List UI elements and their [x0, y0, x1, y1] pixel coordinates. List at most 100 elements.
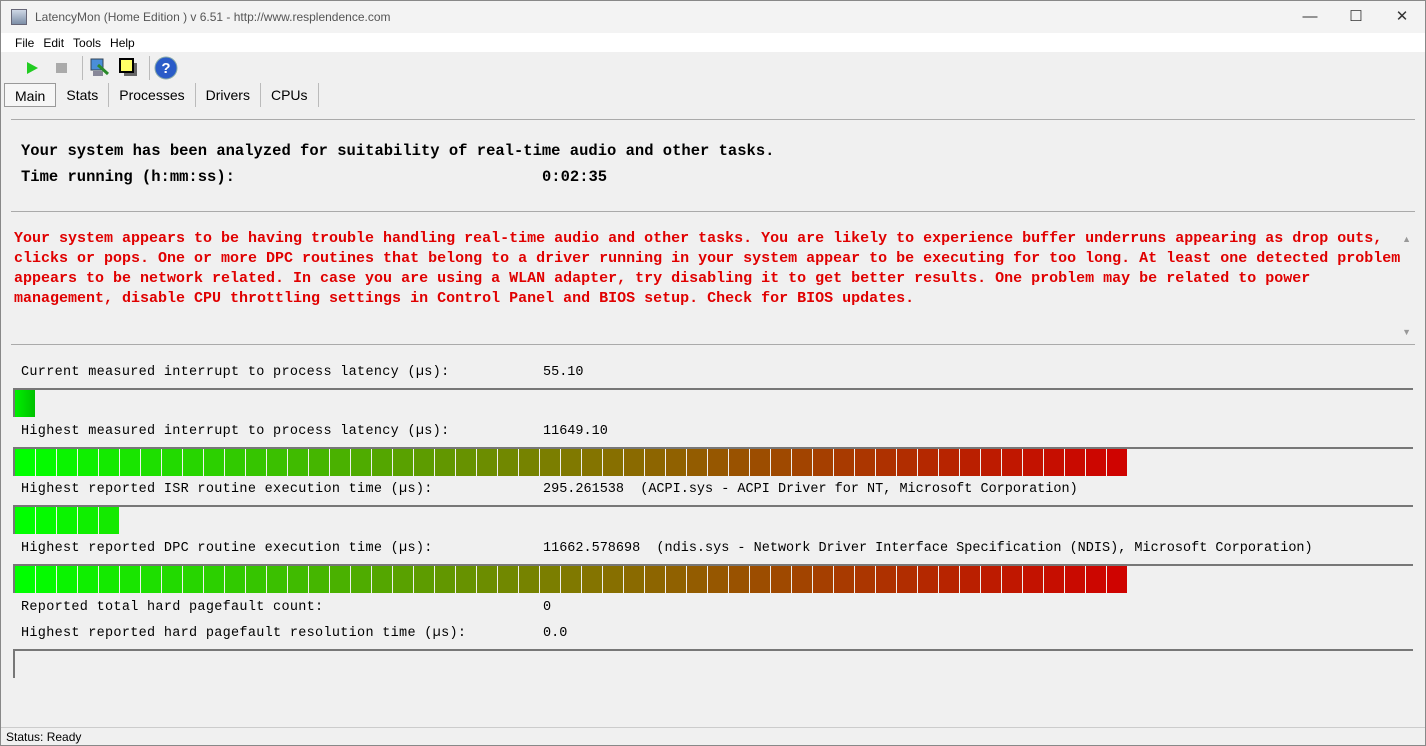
bar-segment [960, 449, 980, 476]
bar-segment [687, 449, 707, 476]
bar-segment [456, 566, 476, 593]
bar-segment [939, 566, 959, 593]
bar-segment [372, 566, 392, 593]
bar-segment [120, 449, 140, 476]
minimize-button[interactable]: — [1302, 8, 1318, 25]
stop-icon[interactable] [49, 55, 75, 81]
play-icon[interactable] [19, 55, 45, 81]
tab-main[interactable]: Main [4, 83, 57, 107]
tab-processes[interactable]: Processes [109, 83, 196, 107]
scroll-up-arrow[interactable]: ▲ [1402, 234, 1411, 244]
bar-segment [414, 449, 434, 476]
bar-segment [141, 566, 161, 593]
summary-text: Your system has been analyzed for suitab… [21, 142, 775, 160]
close-button[interactable]: ✕ [1395, 8, 1409, 25]
bar-segment [141, 449, 161, 476]
maximize-button[interactable]: ☐ [1349, 8, 1363, 25]
bar-segment [477, 566, 497, 593]
dpc-time-label: Highest reported DPC routine execution t… [21, 541, 433, 556]
menu-help[interactable]: Help [110, 35, 135, 50]
bar-segment [1086, 449, 1106, 476]
bar-segment [393, 566, 413, 593]
highest-latency-label: Highest measured interrupt to process la… [21, 424, 450, 439]
bar-segment [267, 566, 287, 593]
bar-segment [918, 566, 938, 593]
bar-segment [603, 449, 623, 476]
bar-segment [435, 566, 455, 593]
tab-stats[interactable]: Stats [56, 83, 110, 107]
bar-segment [918, 449, 938, 476]
bar-segment [876, 449, 896, 476]
bar-segment [57, 507, 77, 534]
dpc-time-bar [13, 564, 1413, 593]
bar-segment [57, 566, 77, 593]
bar-segment [15, 507, 35, 534]
bar-segment [36, 507, 56, 534]
toolbar-separator [82, 56, 83, 80]
bar-segment [750, 566, 770, 593]
bar-segment [1023, 566, 1043, 593]
tab-cpus[interactable]: CPUs [261, 83, 319, 107]
bar-segment [1065, 449, 1085, 476]
bar-segment [57, 449, 77, 476]
tab-drivers[interactable]: Drivers [196, 83, 261, 107]
bar-segment [897, 566, 917, 593]
menu-file[interactable]: File [15, 35, 35, 50]
menu-edit[interactable]: Edit [43, 35, 65, 50]
bar-segment [666, 566, 686, 593]
isr-time-bar [13, 505, 1413, 534]
message-panel: Your system appears to be having trouble… [11, 211, 1415, 341]
bar-segment [1002, 449, 1022, 476]
bar-segment [582, 566, 602, 593]
bar-segment [393, 449, 413, 476]
time-running-value: 0:02:35 [542, 168, 608, 186]
bar-segment [267, 449, 287, 476]
bar-segment [834, 566, 854, 593]
bar-segment [519, 449, 539, 476]
bar-segment [624, 449, 644, 476]
bar-segment [246, 449, 266, 476]
bar-segment [876, 566, 896, 593]
analyze-icon[interactable] [86, 55, 112, 81]
pagefault-count-label: Reported total hard pagefault count: [21, 600, 324, 615]
bar-segment [78, 449, 98, 476]
bar-segment [351, 566, 371, 593]
bar-segment [288, 566, 308, 593]
help-icon[interactable]: ? [153, 55, 179, 81]
status-bar: Status: Ready [1, 727, 1425, 745]
bar-segment [498, 566, 518, 593]
bar-segment [456, 449, 476, 476]
warning-message: Your system appears to be having trouble… [14, 230, 1401, 307]
pagefault-time-label: Highest reported hard pagefault resoluti… [21, 626, 467, 641]
window-title: LatencyMon (Home Edition ) v 6.51 - http… [35, 10, 391, 24]
bar-segment [288, 449, 308, 476]
bar-segment [183, 449, 203, 476]
current-latency-value: 55.10 [543, 365, 584, 380]
bar-segment [708, 449, 728, 476]
scroll-down-arrow[interactable]: ▼ [1402, 327, 1411, 337]
isr-time-label: Highest reported ISR routine execution t… [21, 482, 433, 497]
bar-segment [603, 566, 623, 593]
bar-segment [1107, 449, 1127, 476]
bar-segment [813, 449, 833, 476]
bar-segment [330, 449, 350, 476]
bar-segment [792, 566, 812, 593]
bar-segment [897, 449, 917, 476]
bar-segment [498, 449, 518, 476]
bar-segment [1107, 566, 1127, 593]
bar-segment [540, 566, 560, 593]
bar-segment [309, 566, 329, 593]
bar-segment [729, 566, 749, 593]
menu-tools[interactable]: Tools [73, 35, 102, 50]
bar-segment [834, 449, 854, 476]
bar-segment [1002, 566, 1022, 593]
bar-segment [561, 566, 581, 593]
bar-segment [771, 566, 791, 593]
bar-segment [15, 566, 35, 593]
bar-segment [813, 566, 833, 593]
isr-time-value: 295.261538 (ACPI.sys - ACPI Driver for N… [543, 482, 1078, 497]
pagefault-time-value: 0.0 [543, 626, 568, 641]
windows-icon[interactable] [116, 55, 142, 81]
bar-segment [687, 566, 707, 593]
bar-segment [351, 449, 371, 476]
